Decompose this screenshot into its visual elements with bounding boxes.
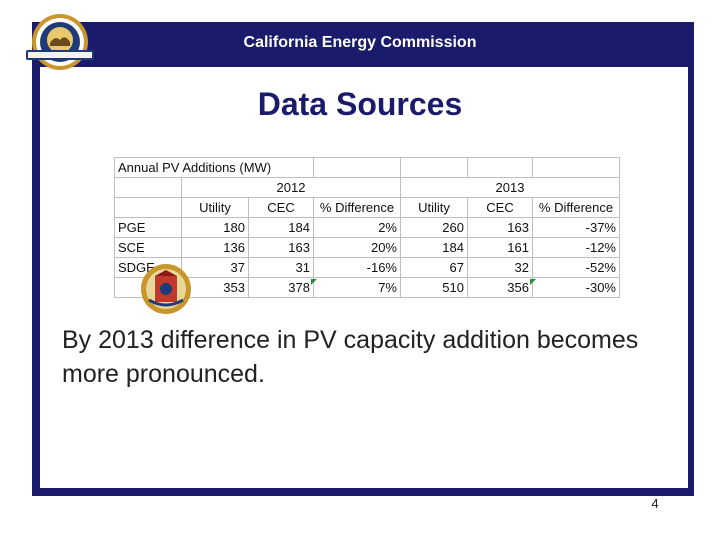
table-cell: 20% (313, 237, 401, 258)
col-header: Utility (181, 197, 249, 218)
slide-title: Data Sources (257, 86, 463, 122)
table-cell: 2% (313, 217, 401, 238)
table-cell: 260 (400, 217, 468, 238)
table-cell: 32 (467, 257, 533, 278)
table-cell: -12% (532, 237, 620, 258)
header-title: California Energy Commission (243, 34, 477, 51)
table-cell: -30% (532, 277, 620, 298)
year-header-row: 2012 2013 (114, 177, 620, 198)
column-header-row: Utility CEC % Difference Utility CEC % D… (114, 197, 620, 218)
table-cell: 31 (248, 257, 314, 278)
col-header: Utility (400, 197, 468, 218)
page-number: 4 (651, 496, 659, 511)
table-cell: 67 (400, 257, 468, 278)
table-cell: 136 (181, 237, 249, 258)
table-cell: 163 (467, 217, 533, 238)
table-row-total: 353 378 7% 510 356 -30% (114, 277, 620, 298)
year-2012-header: 2012 (181, 177, 401, 198)
table-caption: Annual PV Additions (MW) (114, 157, 314, 178)
table-cell: -52% (532, 257, 620, 278)
col-header: % Difference (313, 197, 401, 218)
table-cell: 353 (181, 277, 249, 298)
slide-body-text: By 2013 difference in PV capacity additi… (62, 326, 639, 388)
col-header: CEC (248, 197, 314, 218)
cell-indicator-icon (530, 279, 536, 285)
col-header: % Difference (532, 197, 620, 218)
table-cell: -16% (313, 257, 401, 278)
table-cell: -37% (532, 217, 620, 238)
year-2013-header: 2013 (400, 177, 620, 198)
table-caption-row: Annual PV Additions (MW) (114, 157, 620, 178)
col-header: CEC (467, 197, 533, 218)
row-label: PGE (114, 217, 182, 238)
table-cell: 184 (248, 217, 314, 238)
table-row: SCE 136 163 20% 184 161 -12% (114, 237, 620, 258)
cell-indicator-icon (311, 279, 317, 285)
cec-seal-icon (26, 14, 94, 70)
table-cell: 184 (400, 237, 468, 258)
table-cell: 356 (467, 277, 533, 298)
pv-additions-table: Annual PV Additions (MW) 2012 2013 Utili… (114, 157, 620, 298)
table-cell: 161 (467, 237, 533, 258)
table-cell: 163 (248, 237, 314, 258)
table-cell: 180 (181, 217, 249, 238)
table-row: PGE 180 184 2% 260 163 -37% (114, 217, 620, 238)
row-label: SCE (114, 237, 182, 258)
table-cell: 378 (248, 277, 314, 298)
california-seal-icon (141, 264, 191, 314)
table-cell: 510 (400, 277, 468, 298)
table-cell: 7% (313, 277, 401, 298)
